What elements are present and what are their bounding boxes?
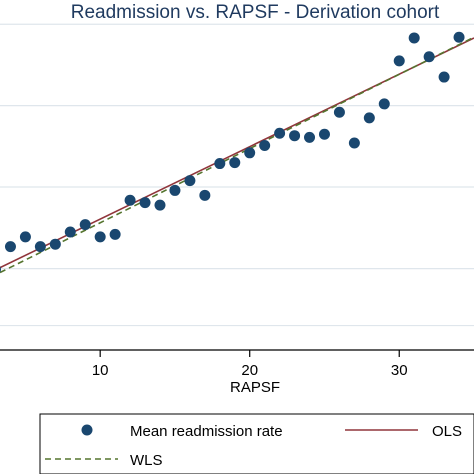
data-point <box>244 147 256 159</box>
data-point <box>64 226 76 238</box>
fit-lines <box>0 36 474 274</box>
legend-label-wls: WLS <box>130 452 163 469</box>
data-point <box>19 231 31 243</box>
x-tick-label: 10 <box>92 362 109 379</box>
data-point <box>154 199 166 211</box>
data-point <box>184 175 196 187</box>
data-point <box>229 157 241 169</box>
data-point <box>378 98 390 110</box>
data-point <box>333 106 345 118</box>
chart-title: Readmission vs. RAPSF - Derivation cohor… <box>71 2 440 23</box>
data-point <box>169 184 181 196</box>
legend-frame <box>39 413 474 474</box>
data-point <box>408 32 420 44</box>
data-point <box>34 241 46 253</box>
data-point <box>4 241 16 253</box>
legend-label-ols: OLS <box>432 423 462 440</box>
data-point <box>94 231 106 243</box>
x-axis: 10 20 30 <box>0 349 474 379</box>
data-point <box>423 51 435 63</box>
data-point <box>289 130 301 142</box>
data-point <box>214 158 226 170</box>
data-point <box>124 194 136 206</box>
data-point <box>49 238 61 250</box>
data-point <box>0 266 2 273</box>
grid <box>0 23 474 327</box>
legend-label-mean-readmission-rate: Mean readmission rate <box>130 423 283 440</box>
data-points <box>0 31 465 273</box>
data-point <box>139 197 151 209</box>
x-axis-title: RAPSF <box>230 379 280 396</box>
data-point <box>259 139 271 151</box>
data-point <box>274 127 286 139</box>
data-point <box>438 71 450 83</box>
data-point <box>199 189 211 201</box>
wls-line <box>0 36 474 274</box>
x-tick-label: 20 <box>241 362 258 379</box>
legend-point-marker <box>81 424 93 436</box>
data-point <box>393 55 405 67</box>
x-tick-label: 30 <box>391 362 408 379</box>
data-point <box>318 128 330 140</box>
data-point <box>453 31 465 43</box>
data-point <box>348 137 360 149</box>
data-point <box>363 112 375 124</box>
data-point <box>109 228 121 240</box>
data-point <box>304 131 316 143</box>
data-point <box>79 219 91 231</box>
legend: Mean readmission rate OLS WLS <box>39 413 474 474</box>
